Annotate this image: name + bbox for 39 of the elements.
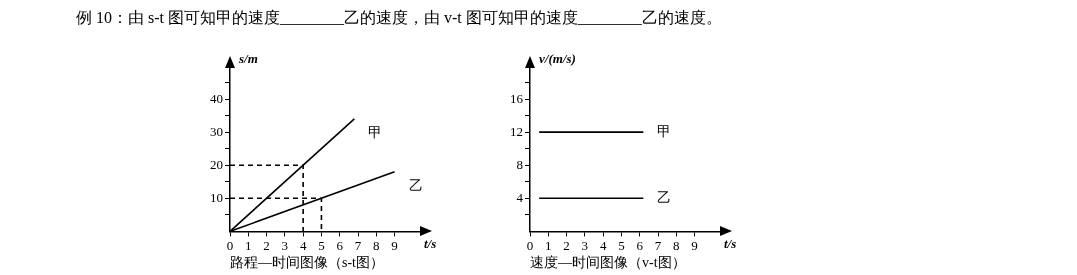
x-tick-label: 3 (281, 237, 289, 253)
x-tick-label: 6 (636, 237, 644, 253)
x-tick-label: 1 (545, 237, 552, 253)
x-tick-label: 3 (581, 237, 589, 253)
x-tick-label: 4 (299, 237, 307, 253)
x-tick-label: 7 (354, 237, 362, 253)
x-tick-label: 0 (226, 237, 234, 253)
y-axis-title: v/(m/s) (539, 51, 576, 67)
x-tick-label: 7 (654, 237, 662, 253)
series-label: 甲 (368, 124, 383, 140)
x-tick-label: 1 (245, 237, 252, 253)
x-tick-label: 4 (599, 237, 607, 253)
y-tick-label: 4 (516, 189, 524, 205)
x-tick-label: 8 (373, 237, 380, 253)
y-tick-label: 8 (516, 156, 523, 172)
chart-title: 例 10：由 s-t 图可知甲的速度________乙的速度，由 v-t 图可知甲的速度________乙的速度。 (76, 8, 722, 28)
series-label: 甲 (657, 123, 672, 139)
x-tick-label: 6 (336, 237, 344, 253)
x-tick-label: 9 (691, 237, 698, 253)
series-label: 乙 (408, 177, 423, 193)
y-tick-label: 10 (210, 189, 223, 205)
x-axis-title: t/s (724, 236, 737, 252)
text: 路程—时间图像（s-t图） (229, 254, 385, 272)
x-tick-label: 9 (391, 237, 398, 253)
y-axis-title: s/m (238, 51, 258, 67)
series-label: 乙 (657, 189, 672, 205)
x-tick-label: 2 (563, 237, 570, 253)
x-tick-label: 5 (318, 237, 325, 253)
x-axis-title: t/s (424, 236, 437, 252)
y-tick-label: 40 (210, 90, 223, 106)
text: 速度—时间图像（v-t图） (529, 254, 687, 272)
y-tick-label: 30 (210, 123, 223, 139)
x-tick-label: 0 (526, 237, 534, 253)
x-tick-label: 8 (673, 237, 680, 253)
x-tick-label: 2 (263, 237, 270, 253)
x-tick-label: 5 (618, 237, 625, 253)
y-tick-label: 20 (210, 156, 223, 172)
y-tick-label: 16 (510, 90, 524, 106)
y-tick-label: 12 (510, 123, 523, 139)
